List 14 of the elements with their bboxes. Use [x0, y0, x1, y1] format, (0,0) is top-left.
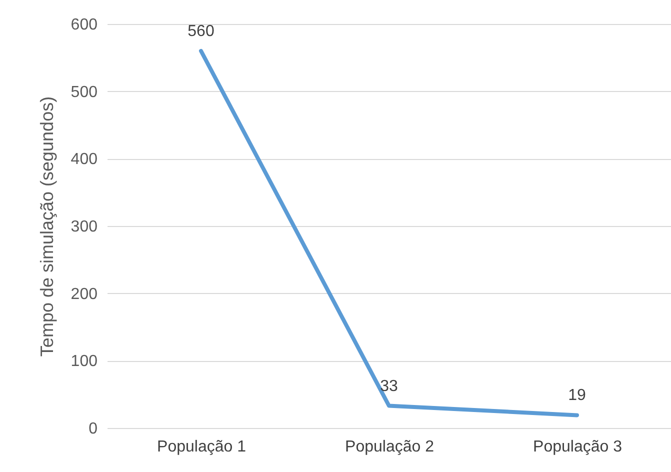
y-tick-label: 600	[70, 16, 98, 34]
x-tick-label: População 1	[157, 438, 246, 456]
data-label: 19	[568, 387, 586, 404]
y-axis-title: Tempo de simulação (segundos)	[36, 96, 57, 357]
y-tick-label: 400	[70, 151, 98, 168]
x-tick-label: População 3	[533, 438, 622, 456]
y-tick-label: 0	[88, 420, 98, 438]
y-tick-label: 100	[70, 353, 98, 370]
y-tick-label: 200	[70, 286, 98, 303]
y-tick-label: 500	[70, 84, 98, 101]
data-label: 560	[188, 22, 214, 40]
data-label: 33	[380, 378, 398, 395]
y-tick-label: 300	[70, 218, 98, 236]
x-tick-label: População 2	[345, 438, 434, 456]
